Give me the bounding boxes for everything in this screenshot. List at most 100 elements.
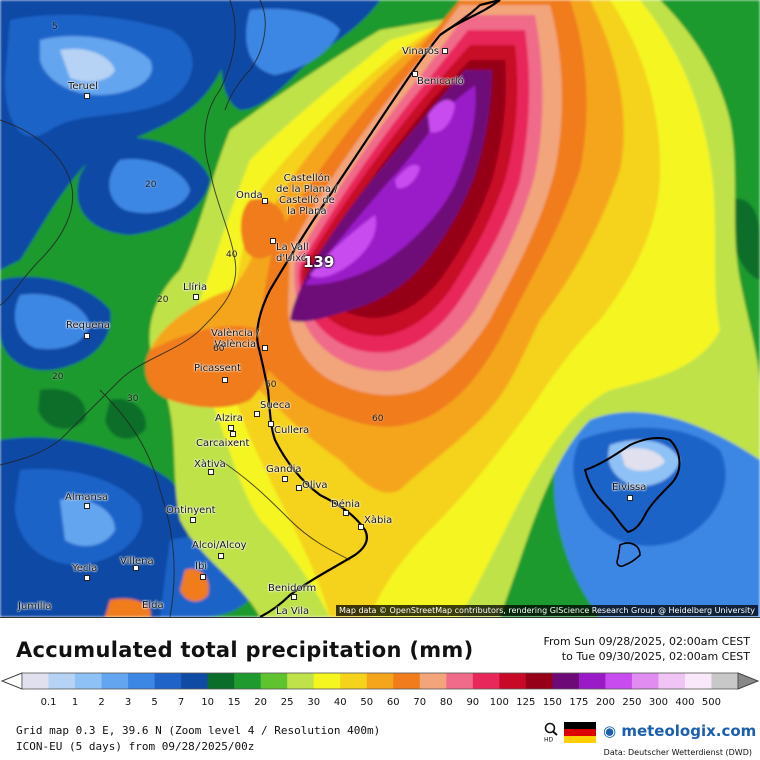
scale-tick-label: 20 bbox=[254, 697, 268, 708]
city-marker bbox=[190, 517, 196, 523]
scale-tick-label: 80 bbox=[439, 697, 453, 708]
scale-tick-label: 15 bbox=[227, 697, 241, 708]
scale-swatch bbox=[552, 673, 580, 689]
scale-tick-label: 2 bbox=[98, 697, 105, 708]
scale-tick-label: 1 bbox=[71, 697, 79, 708]
scale-tick-label: 150 bbox=[542, 697, 562, 708]
contour-label: 20 bbox=[52, 372, 64, 382]
city-label-benidorm: Benidorm bbox=[268, 583, 317, 594]
city-marker bbox=[358, 524, 364, 530]
city-label-ibi: Ibi bbox=[195, 561, 208, 572]
city-marker bbox=[84, 503, 90, 509]
color-scale-bar bbox=[0, 672, 760, 690]
scale-swatch bbox=[366, 673, 394, 689]
model-info: ICON-EU (5 days) from 09/28/2025/00z bbox=[16, 740, 255, 753]
city-marker bbox=[262, 345, 268, 351]
city-marker bbox=[84, 93, 90, 99]
city-marker bbox=[230, 431, 236, 437]
scale-tick-label: 60 bbox=[386, 697, 400, 708]
brand-logo[interactable]: ◉ meteologix.com bbox=[603, 722, 756, 740]
contour-label: 40 bbox=[226, 250, 238, 260]
city-label-vinaros: Vinaròs bbox=[402, 46, 440, 57]
contour-label: 30 bbox=[127, 394, 139, 404]
city-marker bbox=[208, 469, 214, 475]
city-marker bbox=[343, 510, 349, 516]
period-to: to Tue 09/30/2025, 02:00am CEST bbox=[561, 650, 750, 663]
city-marker bbox=[412, 71, 418, 77]
city-marker bbox=[442, 48, 448, 54]
city-marker bbox=[254, 411, 260, 417]
scale-swatch bbox=[684, 673, 712, 689]
city-label-benicarlo: Benicarló bbox=[417, 76, 464, 87]
city-label-jumilla: Jumilla bbox=[18, 601, 52, 612]
city-marker bbox=[200, 574, 206, 580]
zoom-label: HD bbox=[544, 737, 554, 743]
scale-swatch bbox=[631, 673, 659, 689]
scale-arrow-left bbox=[0, 672, 23, 690]
city-label-castellon: Castellón de la Plana / Castelló de la P… bbox=[276, 173, 338, 217]
scale-tick-label: 10 bbox=[201, 697, 214, 708]
contour-label: 20 bbox=[145, 180, 157, 190]
city-label-ontinyent: Ontinyent bbox=[166, 505, 216, 516]
scale-tick-label: 500 bbox=[701, 697, 722, 708]
brand-name: meteologix.com bbox=[621, 722, 757, 740]
scale-tick-label: 400 bbox=[675, 697, 695, 708]
scale-tick-label: 25 bbox=[280, 697, 294, 708]
city-label-denia: Dénia bbox=[331, 499, 361, 510]
scale-swatch bbox=[605, 673, 633, 689]
grid-info: Grid map 0.3 E, 39.6 N (Zoom level 4 / R… bbox=[16, 724, 381, 737]
scale-swatch bbox=[393, 673, 421, 689]
city-marker bbox=[270, 238, 276, 244]
scale-swatch bbox=[48, 673, 76, 689]
city-label-la-vall-duixo: La Vall d'Uixó bbox=[276, 242, 309, 264]
scale-tick-label: 200 bbox=[595, 697, 615, 708]
scale-swatch bbox=[578, 673, 606, 689]
city-label-eivissa: Eivissa bbox=[612, 482, 647, 493]
scale-swatch bbox=[711, 673, 739, 689]
city-marker bbox=[296, 485, 302, 491]
scale-tick-label: 90 bbox=[466, 697, 480, 708]
scale-tick-label: 300 bbox=[648, 697, 668, 708]
city-marker bbox=[84, 333, 90, 339]
scale-tick-label: 40 bbox=[333, 697, 347, 708]
city-marker bbox=[84, 575, 90, 581]
city-label-villena: Villena bbox=[120, 556, 154, 567]
chart-title: Accumulated total precipitation (mm) bbox=[16, 638, 474, 662]
period-from: From Sun 09/28/2025, 02:00am CEST bbox=[543, 635, 750, 648]
city-label-cullera: Cullera bbox=[274, 425, 310, 436]
scale-tick-label: 100 bbox=[489, 697, 509, 708]
precipitation-map[interactable]: Vinaròs Benicarló Teruel Castellón de la… bbox=[0, 0, 760, 618]
city-marker bbox=[222, 377, 228, 383]
city-label-gandia: Gandia bbox=[266, 464, 302, 475]
precipitation-field bbox=[0, 0, 760, 617]
scale-swatch bbox=[22, 673, 50, 689]
city-marker bbox=[218, 553, 224, 559]
city-label-lliria: Llíria bbox=[183, 282, 208, 293]
scale-tick-label: 175 bbox=[569, 697, 589, 708]
city-marker bbox=[262, 198, 268, 204]
zoom-hd-icon[interactable]: HD bbox=[543, 722, 559, 742]
scale-arrow-right bbox=[737, 672, 760, 690]
scale-swatch bbox=[181, 673, 209, 689]
contour-label: 60 bbox=[265, 380, 277, 390]
scale-swatch bbox=[234, 673, 262, 689]
city-label-onda: Onda bbox=[236, 190, 263, 201]
brand-pin-icon: ◉ bbox=[603, 722, 617, 740]
city-marker bbox=[133, 565, 139, 571]
city-label-yecla: Yecla bbox=[72, 563, 98, 574]
scale-swatch bbox=[207, 673, 235, 689]
map-attribution: Map data © OpenStreetMap contributors, r… bbox=[336, 605, 758, 616]
scale-swatch bbox=[340, 673, 368, 689]
city-marker bbox=[291, 594, 297, 600]
data-source: Data: Deutscher Wetterdienst (DWD) bbox=[603, 748, 752, 757]
contour-label: 60 bbox=[372, 414, 384, 424]
contour-label: 5 bbox=[52, 22, 58, 32]
scale-swatch bbox=[658, 673, 686, 689]
scale-swatch bbox=[472, 673, 500, 689]
scale-swatch bbox=[499, 673, 527, 689]
scale-swatch bbox=[446, 673, 474, 689]
city-label-xabia: Xàbia bbox=[364, 515, 393, 526]
scale-tick-label: 5 bbox=[151, 697, 158, 708]
city-label-teruel: Teruel bbox=[68, 81, 98, 92]
city-marker bbox=[228, 425, 234, 431]
